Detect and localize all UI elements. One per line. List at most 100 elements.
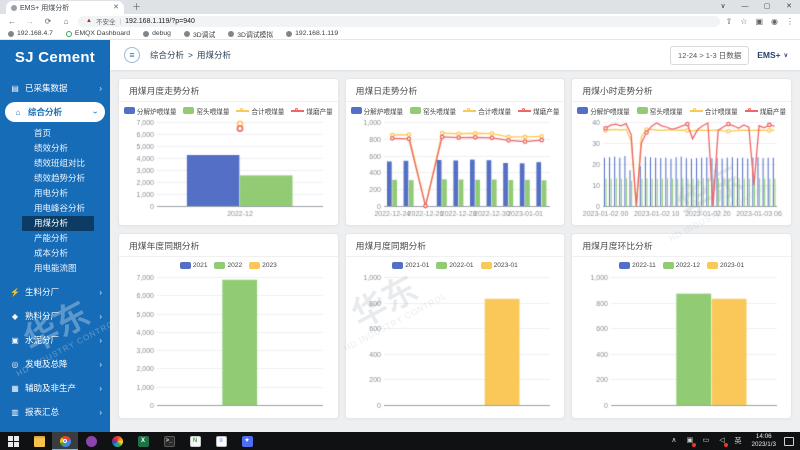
tab-close-icon[interactable]: ✕ (113, 4, 119, 11)
excel-taskbar-icon[interactable]: X (130, 432, 156, 450)
security-label: 不安全 (96, 16, 116, 26)
chart-canvas-daily-trend[interactable] (352, 117, 558, 219)
sidebar-group-发电及总降[interactable]: ◎发电及总降› (0, 352, 110, 376)
hamburger-menu-icon[interactable]: ≡ (124, 47, 140, 63)
legend-item[interactable]: 煤磨产量 (745, 106, 786, 116)
mqtt-app-taskbar-icon[interactable] (78, 432, 104, 450)
sidebar-item-用煤分析[interactable]: 用煤分析 (22, 216, 94, 231)
legend-item[interactable]: 2021 (180, 262, 208, 269)
sidebar-item-成本分析[interactable]: 成本分析 (0, 246, 110, 261)
profile-avatar-icon[interactable]: ◉ (771, 17, 778, 26)
chevron-down-icon: › (91, 111, 100, 114)
sidebar-item-绩效班组对比[interactable]: 绩效班组对比 (0, 156, 110, 171)
legend-item[interactable]: 窑头喂煤量 (637, 106, 683, 116)
terminal-taskbar-icon[interactable]: >_ (156, 432, 182, 450)
legend-item[interactable]: 窑头喂煤量 (183, 106, 229, 116)
legend-item[interactable]: 分解炉喂煤量 (577, 106, 630, 116)
bookmark-item[interactable]: EMQX Dashboard (66, 30, 130, 37)
sidebar-item-绩效分析[interactable]: 绩效分析 (0, 141, 110, 156)
breadcrumb-parent[interactable]: 综合分析 (150, 49, 184, 61)
legend-item[interactable]: 合计喂煤量 (690, 106, 738, 116)
close-window-button[interactable]: ✕ (778, 0, 800, 14)
chrome-taskbar-icon[interactable] (52, 432, 78, 450)
sidebar-group-水泥分厂[interactable]: ▣水泥分厂› (0, 328, 110, 352)
home-icon[interactable]: ⌂ (60, 17, 72, 26)
bookmark-item[interactable]: 192.168.1.119 (286, 30, 338, 37)
action-center-icon[interactable] (784, 437, 794, 446)
chart-canvas-yearly-yoy[interactable] (125, 272, 331, 418)
teams-taskbar-icon[interactable]: ✦ (234, 432, 260, 450)
legend-item[interactable]: 分解炉喂煤量 (351, 106, 404, 116)
minimize-button[interactable]: — (734, 0, 756, 14)
sidebar-item-绩效趋势分析[interactable]: 绩效趋势分析 (0, 171, 110, 186)
legend-item[interactable]: 2023-01 (481, 262, 518, 269)
sidebar-group-综合分析[interactable]: ⌂综合分析› (5, 102, 105, 122)
legend-item[interactable]: 2022-11 (619, 262, 656, 269)
date-range-button[interactable]: 12-24 > 1-3 日数据 (670, 46, 749, 65)
new-tab-button[interactable]: ＋ (132, 1, 141, 14)
chart-canvas-monthly-mom[interactable] (579, 272, 785, 418)
app-alert-icon[interactable]: ▣ (684, 436, 695, 446)
legend-item[interactable]: 2023 (249, 262, 277, 269)
url-bar[interactable]: ▲ 不安全 | 192.168.1.119/?p=940 (78, 16, 720, 27)
chart-canvas-monthly-trend[interactable] (125, 117, 331, 219)
sidebar-item-产能分析[interactable]: 产能分析 (0, 231, 110, 246)
chat-icon[interactable]: ▭ (700, 436, 711, 446)
taskbar-clock[interactable]: 14:06 2023/1/3 (748, 433, 779, 449)
legend-item[interactable]: 煤磨产量 (518, 106, 559, 116)
side-panel-icon[interactable]: ▣ (755, 17, 763, 26)
maximize-button[interactable]: ▢ (756, 0, 778, 14)
legend-item[interactable]: 2022-01 (436, 262, 473, 269)
chart-canvas-hourly-trend[interactable] (579, 117, 785, 219)
legend-label: 合计喂煤量 (251, 106, 284, 116)
sidebar-group-报表汇总[interactable]: ▥报表汇总› (0, 400, 110, 424)
sidebar-item-用电分析[interactable]: 用电分析 (0, 186, 110, 201)
notepad-taskbar-icon[interactable]: N (182, 432, 208, 450)
legend-item[interactable]: 2022-12 (663, 262, 700, 269)
color-wheel-app-taskbar-icon[interactable] (104, 432, 130, 450)
sidebar-item-用电峰谷分析[interactable]: 用电峰谷分析 (0, 201, 110, 216)
bookmark-item[interactable]: 3D调试模拟 (228, 29, 273, 39)
tab-search-icon[interactable]: ∨ (712, 0, 734, 14)
bookmark-item[interactable]: 3D调试 (184, 29, 215, 39)
bookmark-label: 192.168.4.7 (17, 30, 53, 37)
editor-taskbar-icon[interactable]: ≡ (208, 432, 234, 450)
file-explorer-taskbar-icon[interactable] (26, 432, 52, 450)
sidebar-item-首页[interactable]: 首页 (0, 126, 110, 141)
profile-label: EMS+ (757, 50, 780, 60)
reload-icon[interactable]: ⟳ (42, 17, 54, 26)
sidebar-group-辅助及非生产[interactable]: ▦辅助及非生产› (0, 376, 110, 400)
browser-tab[interactable]: EMS+ 用煤分析 ✕ (6, 1, 124, 14)
report-icon: ▥ (10, 408, 20, 417)
start-taskbar-icon[interactable] (0, 432, 26, 450)
back-icon[interactable]: ← (6, 17, 18, 26)
browser-menu-icon[interactable]: ⋮ (786, 17, 794, 26)
browser-tabstrip: EMS+ 用煤分析 ✕ ＋ ∨ — ▢ ✕ (0, 0, 800, 14)
legend-item[interactable]: 分解炉喂煤量 (124, 106, 177, 116)
chart-canvas-monthly-yoy[interactable] (352, 272, 558, 418)
legend-item[interactable]: 煤磨产量 (291, 106, 332, 116)
legend-item[interactable]: 合计喂煤量 (463, 106, 511, 116)
legend-item[interactable]: 2021-01 (392, 262, 429, 269)
bookmark-item[interactable]: 192.168.4.7 (8, 30, 53, 37)
sidebar-group-熟料分厂[interactable]: ◆熟料分厂› (0, 304, 110, 328)
profile-dropdown[interactable]: EMS+ ∨ (757, 50, 788, 60)
chart-panel-monthly-trend: 用煤月度走势分析分解炉喂煤量窑头喂煤量合计喂煤量煤磨产量 (118, 78, 339, 226)
legend-item[interactable]: 窑头喂煤量 (410, 106, 456, 116)
sidebar-item-用电能流图[interactable]: 用电能流图 (0, 261, 110, 276)
legend-label: 分解炉喂煤量 (364, 106, 404, 116)
share-icon[interactable]: ⇧ (726, 17, 733, 26)
sidebar-group-生料分厂[interactable]: ⚡生料分厂› (0, 280, 110, 304)
legend-label: 窑头喂煤量 (423, 106, 456, 116)
ime-indicator-icon[interactable]: 英 (732, 436, 743, 446)
legend-item[interactable]: 2022 (214, 262, 242, 269)
legend-item[interactable]: 2023-01 (707, 262, 744, 269)
legend-item[interactable]: 合计喂煤量 (236, 106, 284, 116)
tray-up-icon[interactable]: ∧ (668, 436, 679, 446)
forward-icon[interactable]: → (24, 17, 36, 26)
volume-icon[interactable]: ◁ (716, 436, 727, 446)
chevron-right-icon: › (99, 336, 102, 345)
bookmark-item[interactable]: debug (143, 30, 171, 37)
bookmark-star-icon[interactable]: ☆ (740, 17, 747, 26)
sidebar-group-已采集数据[interactable]: ▤已采集数据› (0, 76, 110, 100)
